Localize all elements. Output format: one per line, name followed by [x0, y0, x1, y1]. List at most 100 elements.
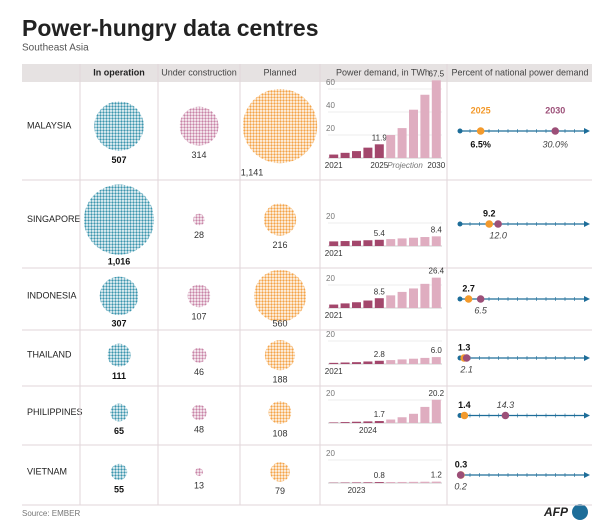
- count-cluster: [195, 468, 203, 476]
- demand-bar: [329, 422, 339, 423]
- percent-label: 0.2: [454, 481, 467, 491]
- percent-label: 6.5%: [470, 139, 491, 149]
- demand-bar: [340, 362, 350, 364]
- count-cluster: [264, 340, 296, 371]
- percent-label: 1.3: [458, 342, 471, 352]
- count-cluster: [268, 401, 292, 424]
- count-label: 560: [272, 318, 287, 328]
- count-label: 48: [194, 425, 204, 435]
- demand-bar: [431, 399, 441, 423]
- axis-origin: [457, 221, 463, 227]
- demand-bar: [397, 481, 407, 483]
- x-tick-label: 2030: [427, 161, 445, 170]
- country: INDONESIA: [27, 290, 77, 300]
- count-cluster: [193, 213, 205, 226]
- demand-bar: [363, 240, 373, 246]
- demand-label: 1.2: [431, 471, 443, 480]
- count-cluster: [107, 343, 131, 367]
- percent-label: 30.0%: [542, 139, 568, 149]
- demand-bar: [340, 241, 350, 246]
- count-label: 46: [194, 367, 204, 377]
- demand-bar: [420, 406, 430, 423]
- demand-bar: [397, 128, 407, 158]
- demand-bar: [409, 358, 418, 364]
- axis-origin: [457, 128, 463, 134]
- demand-bar: [420, 237, 430, 246]
- count-label: 107: [191, 312, 206, 322]
- percent-dot: [494, 220, 502, 228]
- demand-bar: [409, 288, 418, 308]
- column-header: Under construction: [161, 67, 237, 77]
- demand-bar: [386, 295, 396, 308]
- logo: AFP: [543, 505, 569, 519]
- demand-bar: [386, 360, 396, 364]
- demand-bar: [386, 482, 396, 483]
- country: PHILIPPINES: [27, 407, 83, 417]
- y-tick-label: 20: [326, 449, 335, 458]
- demand-bar: [420, 283, 430, 308]
- arrow-head: [584, 128, 590, 134]
- header-band: [22, 64, 592, 82]
- y-tick-label: 20: [326, 274, 335, 283]
- percent-label: 9.2: [483, 208, 496, 218]
- demand-bar: [420, 481, 430, 483]
- country: THAILAND: [27, 350, 72, 360]
- demand-bar: [329, 241, 339, 246]
- demand-bar: [374, 360, 384, 364]
- demand-bar: [386, 419, 396, 423]
- percent-dot: [464, 295, 473, 303]
- percent-label: 6.5: [474, 305, 488, 315]
- x-tick-label: 2021: [325, 161, 343, 170]
- demand-label: 0.8: [374, 471, 386, 480]
- x-tick-label: 2025: [370, 161, 388, 170]
- demand-bar: [397, 359, 407, 364]
- count-label: 314: [191, 150, 206, 160]
- count-cluster: [191, 404, 207, 421]
- demand-bar: [329, 154, 339, 158]
- demand-bar: [340, 422, 350, 423]
- demand-bar: [374, 144, 384, 158]
- count-label: 507: [111, 155, 126, 165]
- demand-bar: [409, 109, 418, 158]
- axis-origin: [457, 296, 463, 302]
- percent-label: 2.1: [459, 364, 473, 374]
- arrow-head: [584, 296, 590, 302]
- count-cluster: [110, 463, 128, 481]
- y-tick-label: 60: [326, 78, 335, 87]
- demand-bar: [352, 240, 361, 246]
- demand-label: 8.4: [431, 225, 443, 234]
- percent-dot: [460, 411, 469, 420]
- legend-label: 2025: [471, 105, 491, 115]
- source: Source: EMBER: [22, 509, 80, 518]
- count-label: 13: [194, 480, 204, 490]
- count-cluster: [187, 284, 211, 308]
- demand-bar: [409, 481, 418, 483]
- demand-bar: [431, 236, 441, 246]
- country: VIETNAM: [27, 466, 67, 476]
- demand-bar: [352, 151, 361, 158]
- count-cluster: [253, 269, 307, 322]
- column-header: Power demand, in TWh: [336, 67, 430, 77]
- x-tick-label: 2021: [325, 367, 343, 376]
- demand-bar: [374, 482, 384, 483]
- demand-bar: [352, 302, 361, 308]
- count-label: 307: [111, 318, 126, 328]
- demand-bar: [363, 300, 373, 308]
- y-tick-label: 20: [326, 124, 335, 133]
- demand-bar: [374, 298, 384, 308]
- count-label: 188: [272, 374, 287, 384]
- demand-label: 2.8: [374, 350, 386, 359]
- percent-dot: [476, 127, 485, 135]
- demand-bar: [386, 135, 396, 158]
- percent-dot: [551, 127, 560, 135]
- title: Power-hungry data centres: [22, 15, 319, 41]
- demand-bar: [363, 482, 373, 483]
- percent-dot: [501, 411, 510, 420]
- demand-label: 20.2: [429, 389, 445, 398]
- arrow-head: [584, 221, 590, 227]
- x-tick-label: 2021: [325, 311, 343, 320]
- count-label: 55: [114, 485, 124, 495]
- demand-bar: [409, 413, 418, 423]
- column-header: Percent of national power demand: [451, 67, 588, 77]
